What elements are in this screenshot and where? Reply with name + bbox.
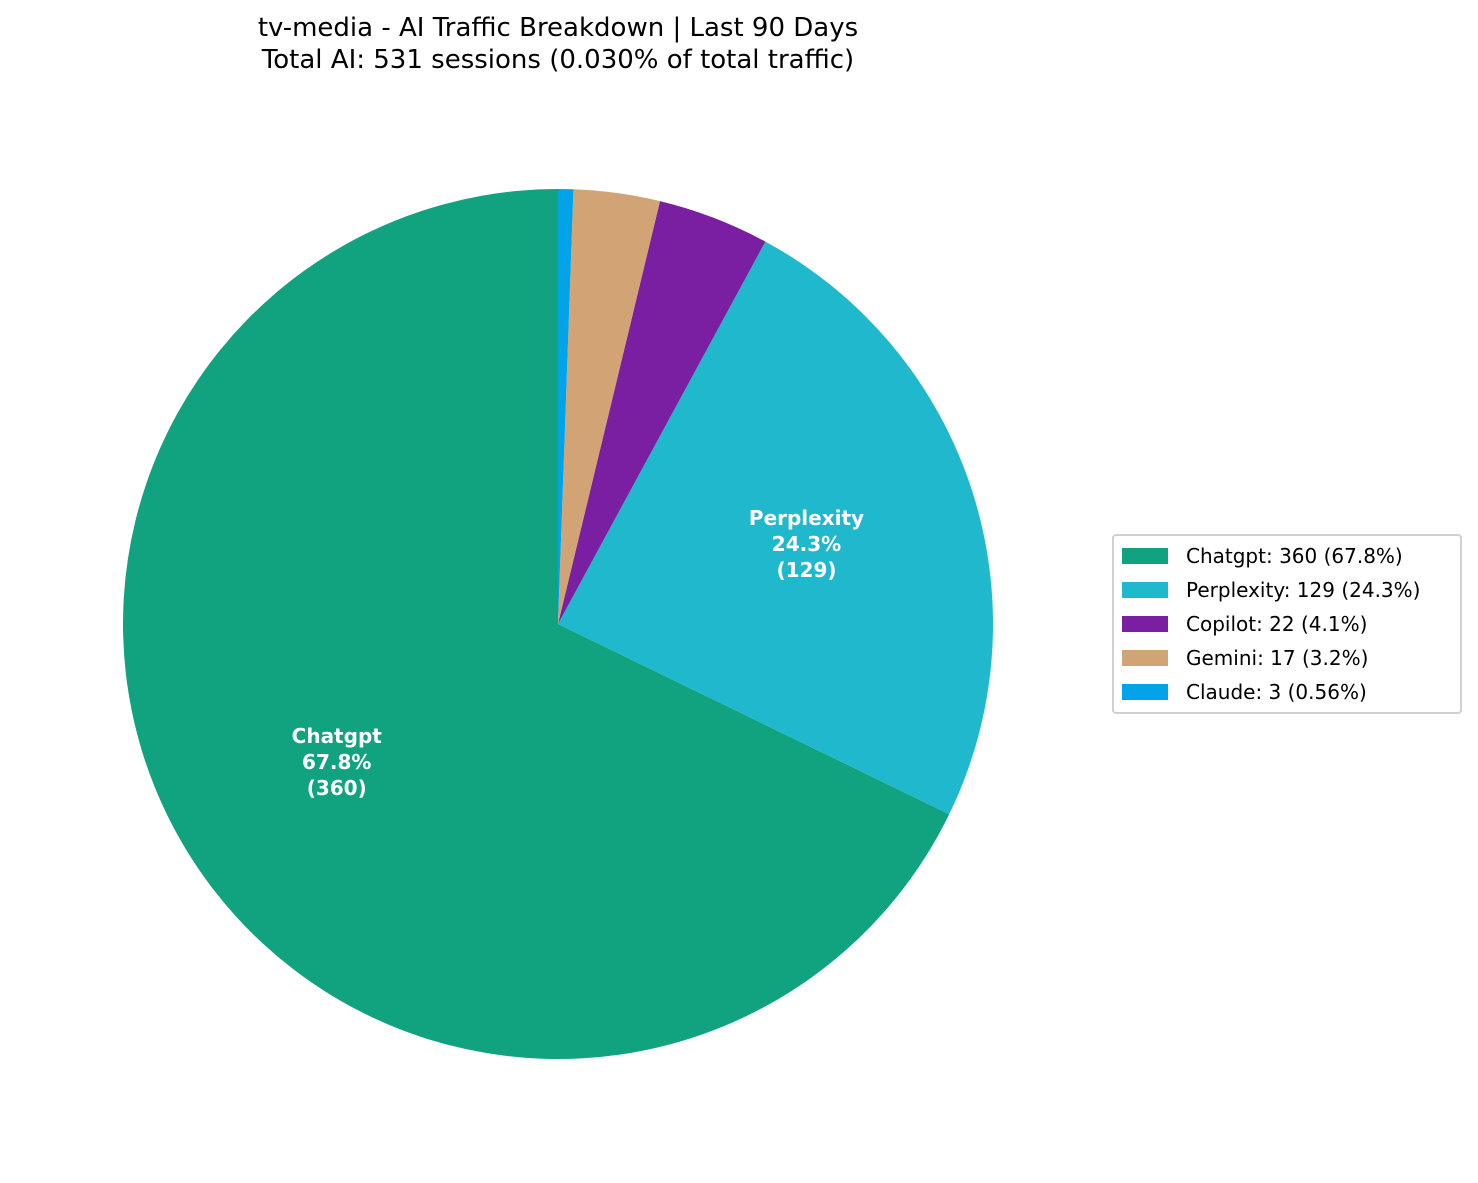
legend-item-gemini: Gemini: 17 (3.2%)	[1122, 643, 1368, 673]
legend-item-claude: Claude: 3 (0.56%)	[1122, 677, 1367, 707]
pie-slice-perplexity	[558, 241, 993, 815]
pie-slice-claude	[558, 189, 574, 624]
pie-slice-chatgpt	[123, 189, 950, 1059]
chart-title: tv-media - AI Traffic Breakdown | Last 9…	[0, 12, 1116, 76]
slice-label-perplexity: Perplexity 24.3% (129)	[748, 506, 865, 583]
legend-item-copilot: Copilot: 22 (4.1%)	[1122, 609, 1367, 639]
legend-swatch	[1122, 548, 1168, 564]
legend-item-perplexity: Perplexity: 129 (24.3%)	[1122, 575, 1420, 605]
legend-swatch	[1122, 616, 1168, 632]
legend: Chatgpt: 360 (67.8%) Perplexity: 129 (24…	[1112, 534, 1462, 714]
pie-chart	[123, 189, 993, 1059]
pie-slice-gemini	[558, 189, 660, 624]
legend-swatch	[1122, 684, 1168, 700]
chart-title-line1: tv-media - AI Traffic Breakdown | Last 9…	[257, 13, 859, 43]
pie-slice-copilot	[558, 201, 766, 624]
legend-swatch	[1122, 582, 1168, 598]
legend-item-chatgpt: Chatgpt: 360 (67.8%)	[1122, 541, 1403, 571]
slice-label-chatgpt: Chatgpt 67.8% (360)	[291, 724, 382, 801]
legend-swatch	[1122, 650, 1168, 666]
chart-subtitle: Total AI: 531 sessions (0.030% of total …	[261, 45, 855, 75]
